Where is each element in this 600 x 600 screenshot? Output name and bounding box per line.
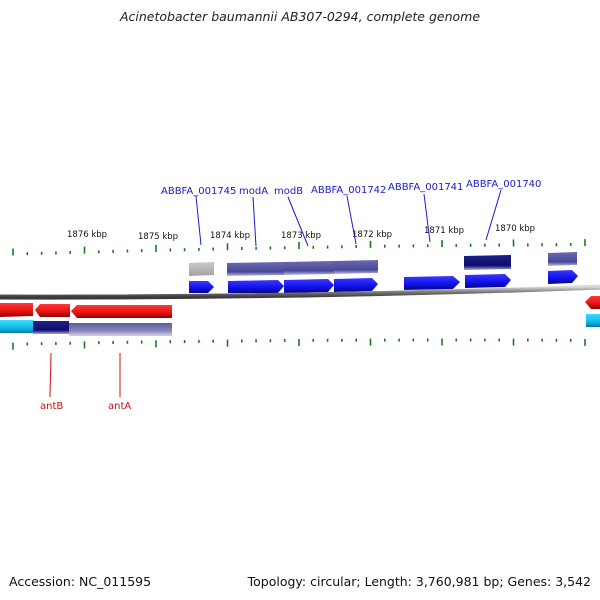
gene-arrow-reverse[interactable] (35, 304, 70, 317)
gene-arrow-forward[interactable] (404, 276, 460, 290)
scale-ticks-top (12, 239, 586, 256)
top-label-leaders (195, 189, 502, 247)
cds-block[interactable] (334, 260, 378, 274)
scale-label: 1871 kbp (424, 226, 464, 236)
cds-block[interactable] (189, 262, 214, 276)
genome-backbone (0, 284, 600, 300)
reverse-gene-track (0, 296, 600, 318)
gene-arrow-forward[interactable] (189, 281, 214, 293)
cds-block[interactable] (227, 262, 284, 276)
map-title: Acinetobacter baumannii AB307-0294, comp… (119, 9, 481, 24)
scale-ticks-bottom (12, 338, 586, 350)
gene-label-anta[interactable]: antA (108, 401, 131, 412)
gene-label-abbfa-001741[interactable]: ABBFA_001741 (388, 182, 463, 193)
cds-block[interactable] (464, 255, 511, 270)
gene-label-abbfa-001745[interactable]: ABBFA_001745 (161, 186, 236, 197)
gene-arrow-forward[interactable] (334, 278, 378, 292)
gene-arrow-reverse[interactable] (0, 303, 33, 317)
scale-label: 1876 kbp (67, 230, 107, 240)
gene-label-abbfa-001740[interactable]: ABBFA_001740 (466, 179, 541, 190)
gene-arrow-forward[interactable] (228, 280, 284, 293)
cds-block[interactable] (586, 314, 600, 327)
cds-track-bottom (0, 314, 600, 336)
cds-block[interactable] (548, 252, 577, 266)
gene-label-modb[interactable]: modB (274, 186, 303, 197)
gene-arrow-reverse[interactable] (71, 305, 172, 318)
forward-gene-track (189, 270, 578, 293)
scale-label: 1872 kbp (352, 230, 392, 240)
scale-label: 1873 kbp (281, 231, 321, 241)
scale-label: 1874 kbp (210, 231, 250, 241)
cds-block[interactable] (69, 323, 172, 336)
gene-label-antb[interactable]: antB (40, 401, 63, 412)
cds-track-top (189, 252, 577, 276)
cds-block[interactable] (0, 320, 33, 333)
gene-label-abbfa-001742[interactable]: ABBFA_001742 (311, 185, 386, 196)
cds-block[interactable] (284, 261, 334, 275)
bottom-label-leaders (49, 352, 121, 398)
topology-label: Topology: circular; Length: 3,760,981 bp… (247, 574, 591, 589)
scale-label: 1870 kbp (495, 224, 535, 234)
gene-label-moda[interactable]: modA (239, 186, 268, 197)
gene-arrow-forward[interactable] (465, 274, 511, 288)
cds-block[interactable] (33, 321, 69, 334)
accession-label: Accession: NC_011595 (9, 574, 152, 589)
gene-arrow-forward[interactable] (284, 279, 334, 293)
gene-arrow-reverse[interactable] (585, 296, 600, 309)
gene-arrow-forward[interactable] (548, 270, 578, 284)
scale-label: 1875 kbp (138, 232, 178, 242)
